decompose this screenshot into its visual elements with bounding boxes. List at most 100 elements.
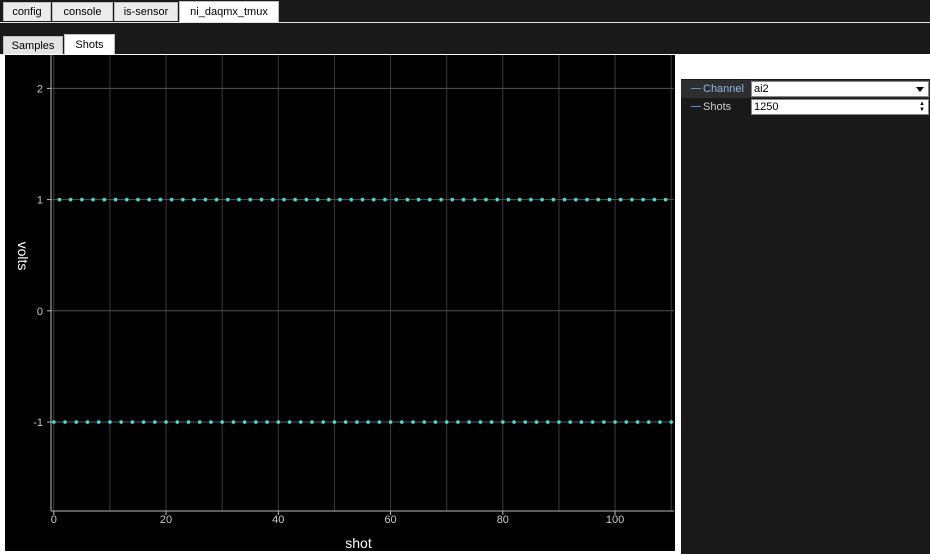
property-panel-header (681, 55, 930, 79)
data-point (618, 197, 623, 202)
data-point (495, 197, 500, 202)
data-point (360, 197, 365, 202)
x-tick-label: 100 (606, 514, 624, 526)
data-point (523, 420, 528, 424)
data-point (529, 197, 533, 202)
data-point (214, 197, 219, 202)
shots-label: Shots (703, 101, 732, 113)
x-tick-label: 80 (497, 514, 509, 526)
tab-bar-spacer (0, 23, 930, 33)
data-point (652, 197, 657, 202)
data-point (108, 420, 112, 424)
data-point (338, 197, 342, 202)
data-point (197, 420, 202, 424)
data-point (349, 197, 354, 202)
tab-console[interactable]: console (52, 2, 113, 21)
data-point (332, 420, 337, 424)
data-point (52, 420, 56, 424)
data-point (416, 197, 421, 202)
data-point (540, 197, 544, 202)
data-point (293, 197, 297, 202)
data-point (96, 420, 101, 424)
data-point (624, 420, 629, 424)
data-point (377, 420, 382, 424)
data-point (63, 420, 67, 424)
data-point (298, 420, 303, 424)
data-point (141, 420, 146, 424)
data-point (181, 197, 185, 202)
data-point (388, 420, 393, 424)
data-point (231, 420, 236, 424)
data-point (422, 420, 427, 424)
data-point (512, 420, 516, 424)
sub-tab-bar: Samples Shots (0, 33, 930, 55)
data-point (175, 420, 180, 424)
data-point (192, 197, 196, 202)
data-point (282, 197, 286, 202)
data-point (315, 197, 320, 202)
data-point (444, 420, 449, 424)
data-point (630, 197, 634, 202)
tab-shots[interactable]: Shots (64, 34, 115, 55)
data-point (85, 420, 90, 424)
data-point (489, 420, 494, 424)
data-point (579, 420, 584, 424)
data-point (209, 420, 213, 424)
property-row-shots: Shots 1250 ▲ ▼ (681, 98, 930, 116)
spinner-arrows-icon[interactable]: ▲ ▼ (919, 101, 925, 113)
data-point (551, 197, 556, 202)
tab-is-sensor[interactable]: is-sensor (114, 2, 178, 21)
tab-config[interactable]: config (3, 2, 51, 21)
data-point (557, 420, 561, 424)
data-point (186, 420, 191, 424)
channel-dropdown[interactable]: ai2 (751, 81, 929, 97)
data-point (164, 420, 168, 424)
data-point (119, 420, 123, 424)
data-point (590, 420, 595, 424)
y-tick-label: -1 (33, 417, 43, 429)
data-point (91, 197, 95, 202)
data-point (254, 420, 258, 424)
data-point (158, 197, 163, 202)
property-row-channel: Channel ai2 (681, 80, 930, 98)
data-point (394, 197, 398, 202)
shots-spinbox[interactable]: 1250 ▲ ▼ (751, 99, 929, 115)
y-tick-label: 2 (37, 83, 43, 95)
data-point (276, 420, 281, 424)
data-point (585, 197, 589, 202)
plot-panel[interactable]: -1 0 1 2 0 20 40 60 80 100 shot volts (5, 55, 675, 551)
property-panel: Channel ai2 Shots 1250 ▲ ▼ (681, 55, 930, 554)
tab-samples[interactable]: Samples (3, 36, 63, 54)
data-point (461, 197, 466, 202)
data-point (405, 197, 410, 202)
channel-value: ai2 (754, 83, 769, 95)
data-point (287, 420, 292, 424)
y-axis-label: volts (15, 242, 31, 271)
data-point (517, 197, 522, 202)
tab-ni-daqmx-tmux[interactable]: ni_daqmx_tmux (179, 1, 279, 22)
data-point (613, 420, 617, 424)
data-point (646, 420, 651, 424)
data-point (259, 197, 264, 202)
data-point (607, 197, 612, 202)
data-point (124, 197, 129, 202)
shots-value: 1250 (754, 101, 779, 113)
data-point (545, 420, 550, 424)
data-point (478, 420, 483, 424)
chevron-down-icon[interactable] (916, 87, 924, 92)
y-tick-label: 1 (37, 195, 43, 207)
data-point (102, 197, 107, 202)
data-point (399, 420, 404, 424)
data-point (663, 197, 668, 202)
data-point (635, 420, 640, 424)
data-point (310, 420, 314, 424)
tree-branch (691, 88, 701, 89)
channel-label: Channel (703, 83, 744, 95)
data-point (596, 197, 601, 202)
data-point (568, 420, 572, 424)
data-point (602, 420, 606, 424)
data-point (472, 197, 477, 202)
main-area: -1 0 1 2 0 20 40 60 80 100 shot volts Channel ai2 S… (0, 55, 930, 554)
data-point (270, 197, 275, 202)
